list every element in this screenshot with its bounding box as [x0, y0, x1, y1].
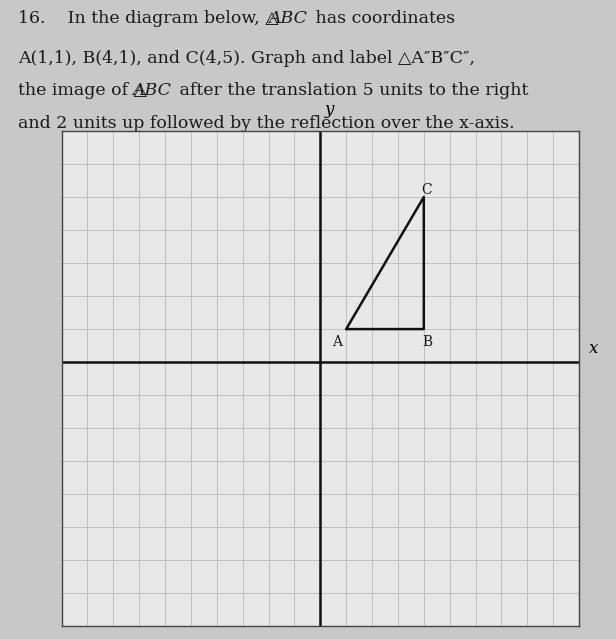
Text: has coordinates: has coordinates — [310, 10, 455, 27]
Text: y: y — [324, 101, 334, 118]
Text: and 2 units up followed by the reflection over the x-axis.: and 2 units up followed by the reflectio… — [18, 114, 515, 132]
Text: the image of △: the image of △ — [18, 82, 147, 99]
Text: ABC: ABC — [268, 10, 307, 27]
Text: A(1,1), B(4,1), and C(4,5). Graph and label △A″B″C″,: A(1,1), B(4,1), and C(4,5). Graph and la… — [18, 50, 476, 67]
Text: A: A — [332, 335, 342, 350]
Text: 16.    In the diagram below, △: 16. In the diagram below, △ — [18, 10, 279, 27]
Text: ABC: ABC — [132, 82, 171, 99]
Text: x: x — [590, 340, 599, 357]
Text: C: C — [421, 183, 432, 197]
Text: B: B — [423, 335, 433, 350]
Text: after the translation 5 units to the right: after the translation 5 units to the rig… — [174, 82, 529, 99]
